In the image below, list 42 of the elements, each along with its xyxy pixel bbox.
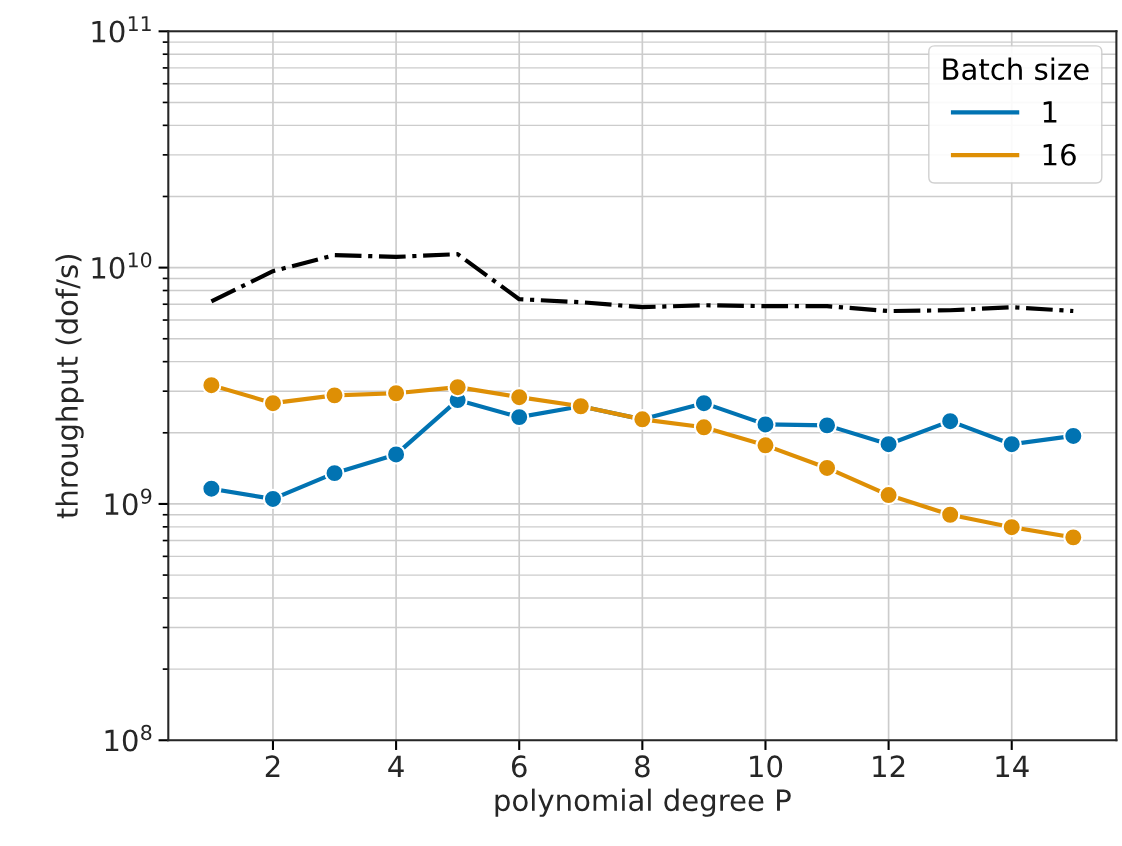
point [1001,434,1022,455]
x-tick-label: 12 [873,755,905,777]
legend-title: Batch size [943,57,1089,81]
point [755,414,776,435]
y-tick-label: 10$^{11}$ [92,16,151,43]
y-axis-title: throughput (dof/s) [55,254,84,519]
point [1001,517,1022,538]
point [878,434,899,455]
legend-label: 1 [1043,101,1057,123]
point [940,411,961,432]
point [324,463,345,484]
y-tick-label: 10$^{8}$ [105,724,152,752]
point [693,393,714,414]
point [816,457,838,479]
point [509,387,530,408]
point [201,375,222,396]
point [262,488,284,509]
point [878,485,899,506]
legend-label: 16 [1043,143,1076,166]
point [386,444,407,465]
x-tick-label: 14 [996,755,1029,777]
point [755,435,776,456]
x-tick-label: 2 [265,755,280,777]
x-tick-label: 6 [511,755,527,778]
point [1063,527,1084,548]
line-series [209,252,1076,314]
y-tick-label: 10$^{10}$ [92,252,152,279]
point [509,407,530,428]
x-tick-label: 4 [388,755,404,777]
point [324,385,345,406]
point [386,383,407,404]
y-tick-label: 10$^{9}$ [105,488,152,516]
point [447,377,468,398]
x-tick-label: 10 [750,755,783,778]
point [201,478,222,499]
point [262,393,284,414]
point [816,415,838,436]
x-axis-title: polynomial degree P [495,788,791,817]
point [940,504,961,525]
x-tick-label: 8 [635,755,650,778]
point [693,417,714,438]
point [1063,425,1084,446]
